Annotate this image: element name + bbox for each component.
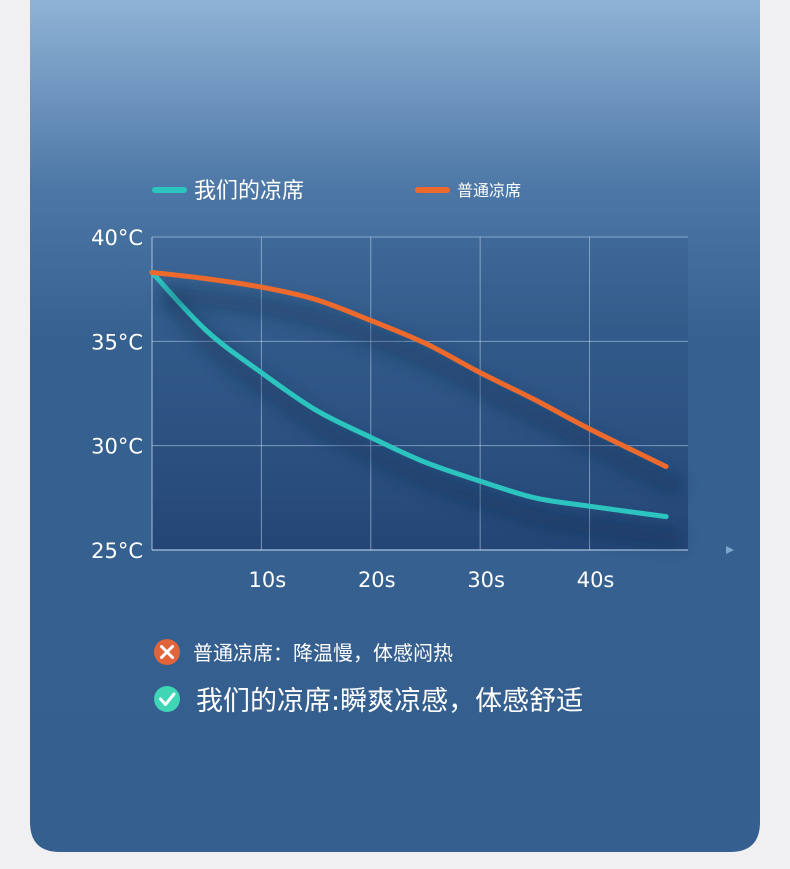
x-tick-label: 10s — [249, 568, 287, 592]
series-line — [149, 269, 669, 520]
check-icon — [154, 686, 180, 712]
note-good: 我们的凉席:瞬爽凉感，体感舒适 — [154, 686, 583, 717]
y-tick-label: 40°C — [91, 226, 143, 250]
x-tick-label: 40s — [577, 568, 615, 592]
series-line — [149, 269, 669, 470]
cross-glyph — [160, 645, 174, 659]
y-tick-label: 30°C — [91, 435, 143, 459]
note-text: 我们的凉席:瞬爽凉感，体感舒适 — [196, 686, 583, 717]
y-tick-label: 35°C — [91, 330, 143, 354]
line-shadow — [160, 289, 682, 546]
legend-label: 我们的凉席 — [194, 179, 304, 204]
axis-arrow — [726, 546, 734, 554]
note-text: 普通凉席：降温慢，体感闷热 — [193, 641, 453, 665]
line-shadow — [165, 287, 684, 495]
check-glyph — [159, 692, 176, 706]
legend-label: 普通凉席 — [457, 181, 521, 200]
y-tick-label: 25°C — [91, 539, 143, 563]
plot-area — [152, 237, 688, 550]
x-tick-label: 30s — [467, 568, 505, 592]
note-bad: 普通凉席：降温慢，体感闷热 — [154, 639, 453, 665]
x-tick-label: 20s — [358, 568, 396, 592]
legend: 我们的凉席 普通凉席 — [152, 179, 521, 204]
